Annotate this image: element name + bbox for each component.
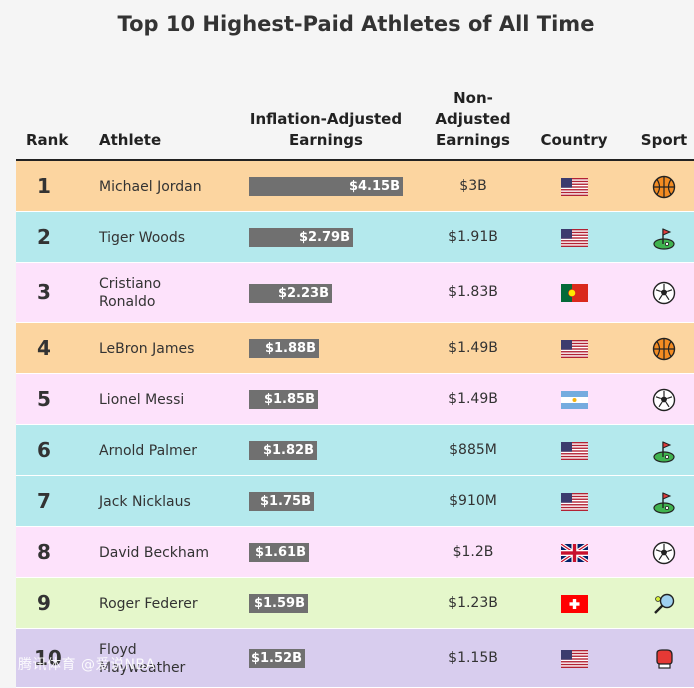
table-row: 2 Tiger Woods $2.79B $1.91B [16,212,694,263]
athlete-name: Floyd Mayweather [99,641,186,676]
header-nonadj-line3: Earnings [436,131,510,149]
non-adjusted-earnings: $3B [459,177,487,194]
athlete-name: Roger Federer [99,595,198,612]
earnings-bar: $1.75B [249,492,314,511]
soccer-icon [652,281,676,305]
rank-value: 3 [37,280,51,304]
table-row: 8 David Beckham $1.61B $1.2B [16,527,694,578]
earnings-bar: $1.52B [249,649,305,668]
flag-usa-icon [561,177,588,196]
table-row: 6 Arnold Palmer $1.82B $885M [16,425,694,476]
table-row: 5 Lionel Messi $1.85B $1.49B [16,374,694,425]
earnings-bar: $4.15B [249,177,403,196]
header-inflation-adjusted-earnings: Inflation-Adjusted Earnings [248,109,404,151]
athlete-name: Arnold Palmer [99,442,198,459]
rank-value: 1 [37,173,51,198]
flag-usa-icon [561,441,588,460]
chart-title: Top 10 Highest-Paid Athletes of All Time [117,12,595,36]
golf-icon [652,226,676,250]
table-row: 4 LeBron James $1.88B $1.49B [16,323,694,374]
earnings-bar: $1.82B [249,441,317,460]
non-adjusted-earnings: $910M [449,492,497,509]
athlete-name: Lionel Messi [99,391,185,408]
flag-switzerland-icon [561,594,588,613]
table-row: 3 Cristiano Ronaldo $2.23B $1.83B [16,263,694,323]
header-rank: Rank [26,131,69,149]
golf-icon [652,439,676,463]
earnings-bar: $1.61B [249,543,309,562]
earnings-bar: $1.85B [249,390,318,409]
table-row: 9 Roger Federer $1.59B $1.23B [16,578,694,629]
flag-usa-icon [561,492,588,511]
header-sport: Sport [640,131,688,149]
non-adjusted-earnings: $1.15B [448,649,498,666]
header-nonadj-line1: Non- [453,89,493,107]
athlete-name: David Beckham [99,544,209,561]
non-adjusted-earnings: $1.91B [448,228,498,245]
table-row: 1 Michael Jordan $4.15B $3B [16,161,694,212]
soccer-icon [652,388,676,412]
non-adjusted-earnings: $885M [449,441,497,458]
table-row: 10 Floyd Mayweather $1.52B $1.15B [16,629,694,688]
flag-usa-icon [561,228,588,247]
earnings-bar: $2.79B [249,228,353,247]
header-country: Country [540,131,608,149]
athlete-name: LeBron James [99,340,195,357]
basketball-icon [652,175,676,199]
basketball-icon [652,337,676,361]
header-earnings-line2: Earnings [289,131,363,149]
athlete-name: Cristiano Ronaldo [99,276,162,310]
earnings-bar: $1.59B [249,594,308,613]
flag-uk-icon [560,542,589,563]
table-header: Rank Athlete Inflation-Adjusted Earnings… [16,85,694,159]
athlete-name: Michael Jordan [99,178,202,195]
rank-value: 5 [37,386,51,411]
rank-value: 8 [37,539,51,564]
boxing-icon [652,647,676,671]
flag-portugal-icon [561,284,588,302]
non-adjusted-earnings: $1.49B [448,339,498,356]
flag-usa-icon [561,339,588,358]
header-athlete: Athlete [99,131,162,149]
flag-argentina-icon [561,390,588,409]
golf-icon [652,490,676,514]
rank-value: 9 [37,590,51,615]
soccer-icon [652,541,676,565]
rank-value: 6 [37,437,51,462]
rank-value: 2 [37,224,51,249]
non-adjusted-earnings: $1.49B [448,390,498,407]
athlete-name: Tiger Woods [99,229,186,246]
earnings-bar: $2.23B [249,283,332,303]
header-divider [16,159,694,161]
non-adjusted-earnings: $1.2B [452,543,494,560]
header-earnings-line1: Inflation-Adjusted [249,110,403,128]
tennis-icon [652,592,676,616]
table-row: 7 Jack Nicklaus $1.75B $910M [16,476,694,527]
non-adjusted-earnings: $1.83B [448,284,498,300]
athlete-name: Jack Nicklaus [99,493,191,510]
rank-value: 7 [37,488,51,513]
non-adjusted-earnings: $1.23B [448,594,498,611]
watermark: 腾讯体育 @爱说NBA [18,657,156,673]
header-nonadj-line2: Adjusted [435,110,511,128]
rank-value: 4 [37,335,51,360]
flag-usa-icon [561,649,588,668]
earnings-bar: $1.88B [249,339,319,358]
header-non-adjusted-earnings: Non- Adjusted Earnings [428,88,518,151]
